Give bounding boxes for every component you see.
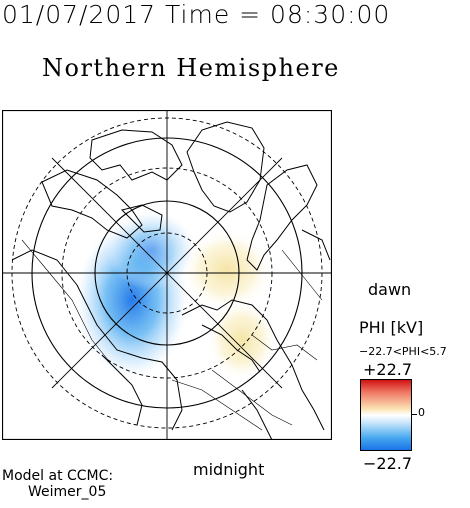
- colorbar-zero-tick: [412, 414, 417, 415]
- timestamp-label: 01/07/2017 Time = 08:30:00: [2, 0, 391, 29]
- credit-line-2: Weimer_05: [28, 484, 107, 500]
- country-borders: [21, 239, 323, 431]
- colorbar-max-label: +22.7: [363, 360, 413, 379]
- polar-map: [2, 110, 332, 440]
- credit-line-1: Model at CCMC:: [2, 468, 114, 484]
- meridian-lines: [2, 110, 332, 440]
- positive-potential-cell-lower: [207, 300, 277, 380]
- colorbar-min-label: −22.7: [363, 454, 413, 473]
- colorbar: [360, 379, 412, 451]
- colorbar-title: PHI [kV]: [359, 318, 424, 337]
- coastlines: [11, 121, 331, 440]
- plot-title: Northern Hemisphere: [42, 54, 340, 82]
- colorbar-range: −22.7<PHI<5.7: [359, 345, 447, 358]
- negative-potential-cell-upper: [107, 210, 197, 290]
- colorbar-zero-label: 0: [418, 406, 425, 419]
- map-frame: [2, 110, 332, 440]
- midnight-label: midnight: [193, 460, 265, 479]
- dawn-label: dawn: [368, 280, 412, 299]
- positive-potential-cell: [182, 230, 272, 310]
